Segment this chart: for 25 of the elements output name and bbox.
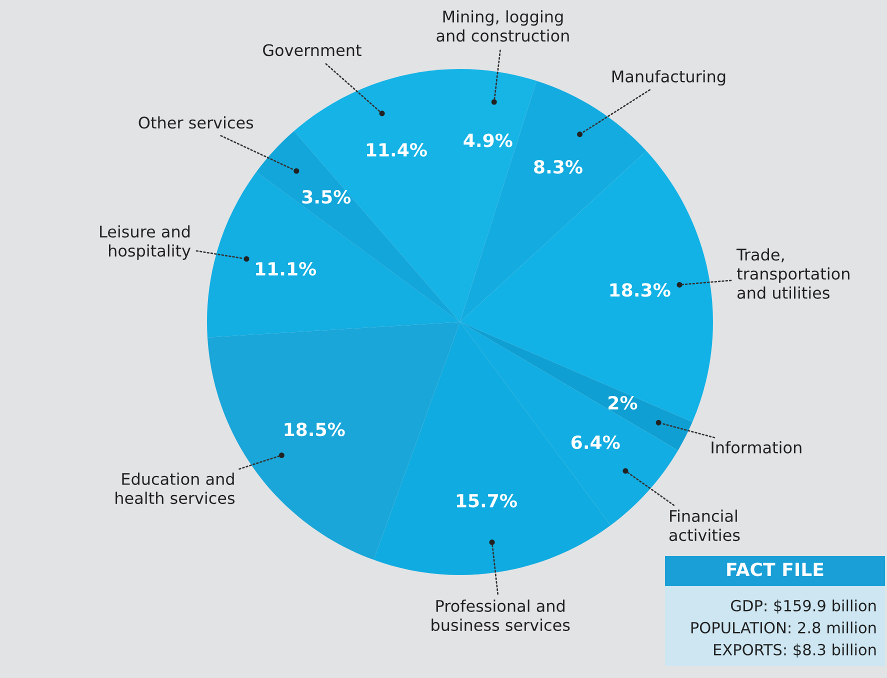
slice-label: Education and health services [116,472,235,504]
data-label: 18.5% [284,422,345,436]
data-label: 8.3% [534,160,582,174]
data-label: 3.5% [302,190,351,204]
pie-slice [460,322,692,450]
data-label: 11.1% [256,262,316,276]
slice-label: Information [712,441,802,454]
slice-label: Financial activities [669,510,740,542]
text: EXPORTS: $8.3 billion [714,644,876,658]
slice-label: Other services [138,116,254,129]
data-label: 15.7% [456,494,517,508]
data-label: 18.3% [610,283,670,297]
slice-label: Professional and business services [432,600,570,632]
data-label: 2% [608,396,638,410]
slice-label: Government [263,44,362,56]
text: POPULATION: 2.8 million [691,622,876,634]
slice-label: Manufacturing [612,70,726,86]
slice-label: Trade, transportation and utilities [736,248,850,299]
data-label: 4.9% [464,134,512,148]
data-label: 11.4% [366,142,427,157]
text: GDP: $159.9 billion [731,600,876,614]
text: FACT FILE [727,562,824,576]
slice-label: Mining, logging and construction [436,10,569,42]
data-label: 6.4% [571,435,620,450]
slice-label: Leisure and hospitality [100,225,191,260]
